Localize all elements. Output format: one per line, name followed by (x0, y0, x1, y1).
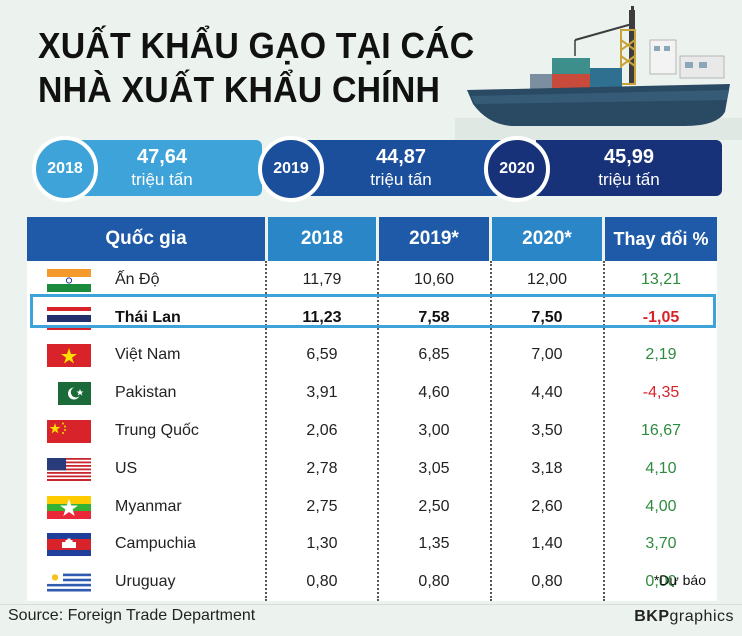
country-name: Ấn Độ (115, 270, 160, 288)
value-2019: 6,85 (418, 346, 450, 364)
total-2018-panel: 47,64 triệu tấn (62, 140, 262, 196)
column-divider (490, 261, 492, 601)
page-title: XUẤT KHẨU GẠO TẠI CÁC NHÀ XUẤT KHẨU CHÍN… (38, 24, 480, 112)
value-2020: 7,50 (531, 308, 563, 326)
value-2019: 4,60 (418, 384, 450, 402)
usa-flag-icon (47, 457, 91, 481)
year-2019-badge: 2019 (258, 136, 324, 202)
change-value: -4,35 (642, 384, 680, 402)
india-flag-icon (47, 268, 91, 292)
value-2020: 0,80 (531, 573, 563, 591)
cargo-ship-icon (455, 6, 742, 140)
value-2020: 4,40 (531, 384, 563, 402)
yearly-totals-strip: 47,64 triệu tấn 44,87 triệu tấn 45,99 tr… (32, 136, 732, 202)
change-value: -1,05 (642, 308, 680, 326)
table-row: Campuchia 1,30 1,35 1,40 3,70 (27, 528, 717, 560)
change-value: 3,70 (645, 535, 677, 553)
table-row: Ấn Độ 11,79 10,60 12,00 13,21 (27, 264, 717, 296)
value-2018: 1,30 (306, 535, 338, 553)
value-2020: 2,60 (531, 497, 563, 515)
footer-bar (0, 604, 742, 636)
table-row: Thái Lan 11,23 7,58 7,50 -1,05 (27, 302, 717, 334)
title-line-1: XUẤT KHẨU GẠO TẠI CÁC (38, 25, 475, 66)
value-2018: 3,91 (306, 384, 338, 402)
value-2018: 2,06 (306, 422, 338, 439)
uruguay-flag-icon (47, 571, 91, 595)
cambodia-flag-icon (47, 533, 91, 557)
table-row: Pakistan 3,91 4,60 4,40 -4,35 (27, 377, 717, 409)
total-2020-unit: triệu tấn (598, 170, 660, 189)
country-name: Việt Nam (115, 346, 181, 364)
country-name: US (115, 459, 138, 477)
year-2018-badge: 2018 (32, 136, 98, 202)
table-row: Trung Quốc 2,06 3,00 3,50 16,67 (27, 415, 717, 447)
total-2019-value: 44,87 (375, 146, 427, 168)
brand-logo: BKPgraphics (634, 608, 734, 626)
country-name: Thái Lan (115, 308, 181, 326)
value-2019: 3,05 (418, 459, 450, 477)
header-2020: 2020* (492, 217, 602, 261)
change-value: 13,21 (640, 270, 682, 288)
table-row: Myanmar 2,75 2,50 2,60 4,00 (27, 491, 717, 523)
column-divider (265, 261, 267, 601)
value-2019: 10,60 (413, 270, 455, 288)
value-2018: 11,23 (302, 308, 342, 326)
value-2019: 3,00 (418, 422, 450, 439)
country-name: Trung Quốc (115, 422, 199, 439)
header-country: Quốc gia (27, 217, 265, 261)
table-body: Ấn Độ 11,79 10,60 12,00 13,21 Thái Lan 11,23 7,… (27, 261, 717, 601)
table-row: Việt Nam 6,59 6,85 7,00 2,19 (27, 339, 717, 371)
total-2019-unit: triệu tấn (370, 170, 432, 189)
total-2020-value: 45,99 (603, 146, 655, 168)
header-2018: 2018 (268, 217, 376, 261)
china-flag-icon (47, 420, 91, 443)
thailand-flag-icon (47, 306, 91, 330)
total-2018-unit: triệu tấn (131, 170, 193, 189)
value-2020: 12,00 (526, 270, 568, 288)
value-2019: 0,80 (418, 573, 450, 591)
value-2018: 6,59 (306, 346, 338, 364)
change-value: 2,19 (645, 346, 677, 364)
value-2020: 3,50 (531, 422, 563, 439)
forecast-note: *Dự báo (653, 572, 706, 588)
change-value: 4,10 (645, 459, 677, 477)
myanmar-flag-icon (47, 495, 91, 519)
value-2019: 2,50 (418, 497, 450, 515)
column-divider (377, 261, 379, 601)
change-value: 0,00 (645, 573, 677, 591)
vietnam-flag-icon (47, 344, 91, 368)
value-2019: 1,35 (418, 535, 450, 553)
brand-rest: graphics (669, 608, 734, 625)
value-2018: 2,75 (306, 497, 338, 515)
value-2020: 7,00 (531, 346, 563, 364)
value-2020: 3,18 (531, 459, 563, 477)
table-header: Quốc gia 2018 2019* 2020* Thay đổi % (27, 217, 717, 261)
column-divider (603, 261, 605, 601)
total-2020-panel: 45,99 triệu tấn (536, 140, 722, 196)
total-2018-value: 47,64 (136, 146, 188, 168)
pakistan-flag-icon (47, 382, 91, 406)
value-2020: 1,40 (531, 535, 563, 553)
table-row: Uruguay 0,80 0,80 0,80 0,00 (27, 566, 717, 598)
brand-bold: BKP (634, 608, 670, 625)
change-value: 16,67 (640, 422, 682, 439)
header-change: Thay đổi % (605, 217, 717, 261)
table-row: US 2,78 3,05 3,18 4,10 (27, 453, 717, 485)
country-name: Campuchia (115, 535, 196, 553)
total-2019-panel: 44,87 triệu tấn (290, 140, 512, 196)
year-2020-badge: 2020 (484, 136, 550, 202)
header-2019: 2019* (379, 217, 489, 261)
value-2019: 7,58 (418, 308, 450, 326)
value-2018: 2,78 (306, 459, 338, 477)
country-name: Myanmar (115, 497, 182, 515)
title-line-2: NHÀ XUẤT KHẨU CHÍNH (38, 69, 441, 110)
value-2018: 0,80 (306, 573, 338, 591)
country-name: Uruguay (115, 573, 176, 591)
value-2018: 11,79 (302, 270, 342, 288)
country-name: Pakistan (115, 384, 177, 402)
rice-export-table: Quốc gia 2018 2019* 2020* Thay đổi % Ấn … (27, 217, 717, 601)
change-value: 4,00 (645, 497, 677, 515)
source-text: Source: Foreign Trade Department (8, 607, 256, 624)
